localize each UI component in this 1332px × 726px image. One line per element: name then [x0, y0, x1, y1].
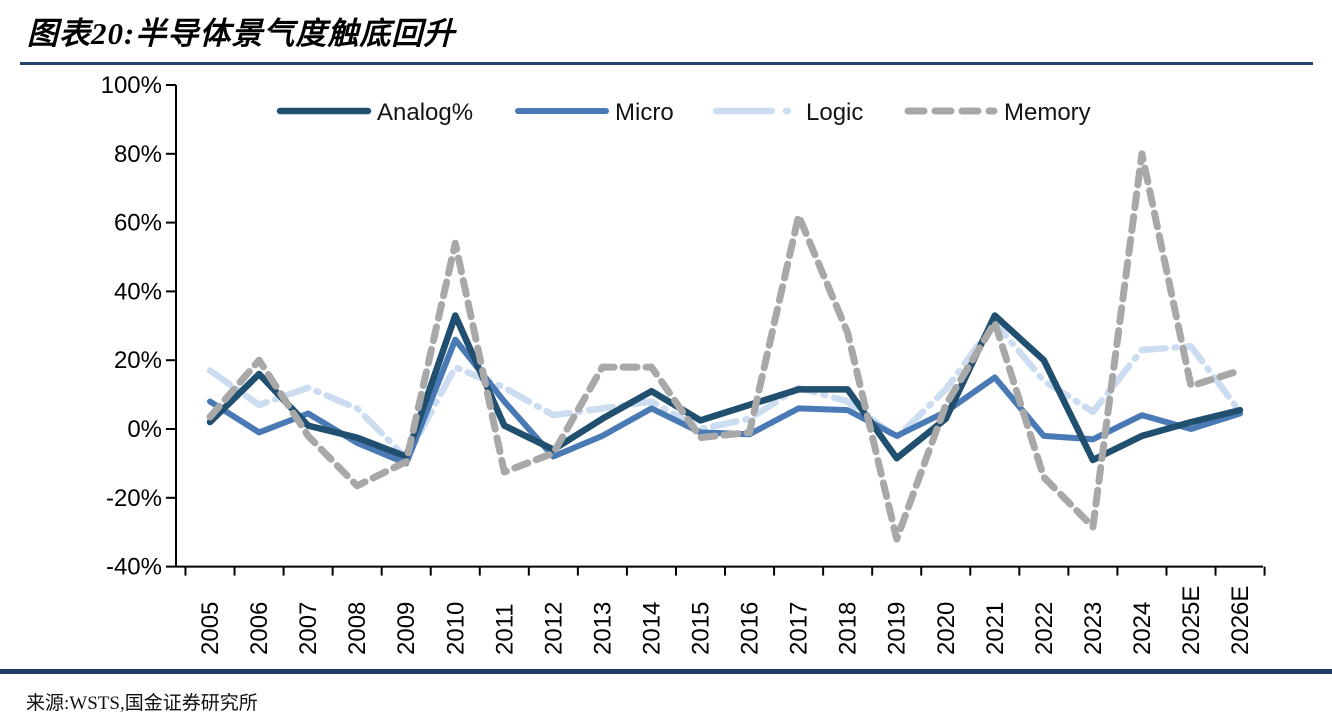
series-line-logic: [206, 319, 1244, 462]
x-tick-label: 2023: [1080, 602, 1107, 655]
y-tick-label: -20%: [106, 485, 162, 512]
x-tick-label: 2008: [344, 602, 371, 655]
x-tick-label: 2006: [246, 602, 273, 655]
legend-label-analog: Analog%: [377, 99, 473, 126]
line-chart: 100% 80% 60% 40% 20% 0% -20% -40% 2005 2006 2007 20…: [0, 62, 1332, 668]
x-tick-label: 2025E: [1178, 586, 1205, 655]
source-note: 来源:WSTS,国金证券研究所: [26, 693, 258, 714]
x-tick-label: 2013: [589, 602, 616, 655]
x-tick-label: 2009: [393, 602, 420, 655]
x-tick-label: 2007: [295, 602, 322, 655]
x-tick-label: 2019: [884, 602, 911, 655]
legend-label-micro: Micro: [615, 99, 674, 126]
title-divider-rule: [20, 62, 1313, 65]
x-tick-label: 2016: [737, 602, 764, 655]
legend-label-logic: Logic: [806, 99, 863, 126]
x-tick-label: 2011: [491, 603, 518, 655]
x-tick-label: 2017: [786, 602, 813, 655]
bottom-divider-bar: [0, 669, 1332, 674]
x-tick-label: 2014: [638, 602, 665, 655]
x-tick-label: 2005: [197, 602, 224, 655]
x-tick-label: 2012: [540, 602, 567, 655]
y-tick-label: 80%: [114, 141, 162, 168]
y-tick-label: 20%: [114, 347, 162, 374]
chart-title: 图表20:半导体景气度触底回升: [27, 16, 456, 51]
series-line-memory: [206, 150, 1244, 543]
series-line-analog: [206, 312, 1244, 464]
x-tick-label: 2018: [835, 602, 862, 655]
y-tick-label: 100%: [101, 72, 162, 99]
x-tick-label: 2021: [982, 602, 1009, 655]
y-tick-label: 0%: [127, 416, 162, 443]
y-tick-label: -40%: [106, 554, 162, 581]
x-tick-label: 2026E: [1227, 586, 1254, 655]
x-tick-label: 2024: [1129, 602, 1156, 655]
x-tick-label: 2020: [933, 602, 960, 655]
x-tick-label: 2022: [1031, 602, 1058, 655]
x-tick-label: 2010: [442, 602, 469, 655]
y-tick-label: 60%: [114, 210, 162, 237]
chart-canvas: 100% 80% 60% 40% 20% 0% -20% -40% 2005 2006 2007 20…: [101, 72, 1266, 655]
y-tick-label: 40%: [114, 278, 162, 305]
legend-label-memory: Memory: [1004, 99, 1091, 126]
x-tick-label: 2015: [688, 602, 715, 655]
